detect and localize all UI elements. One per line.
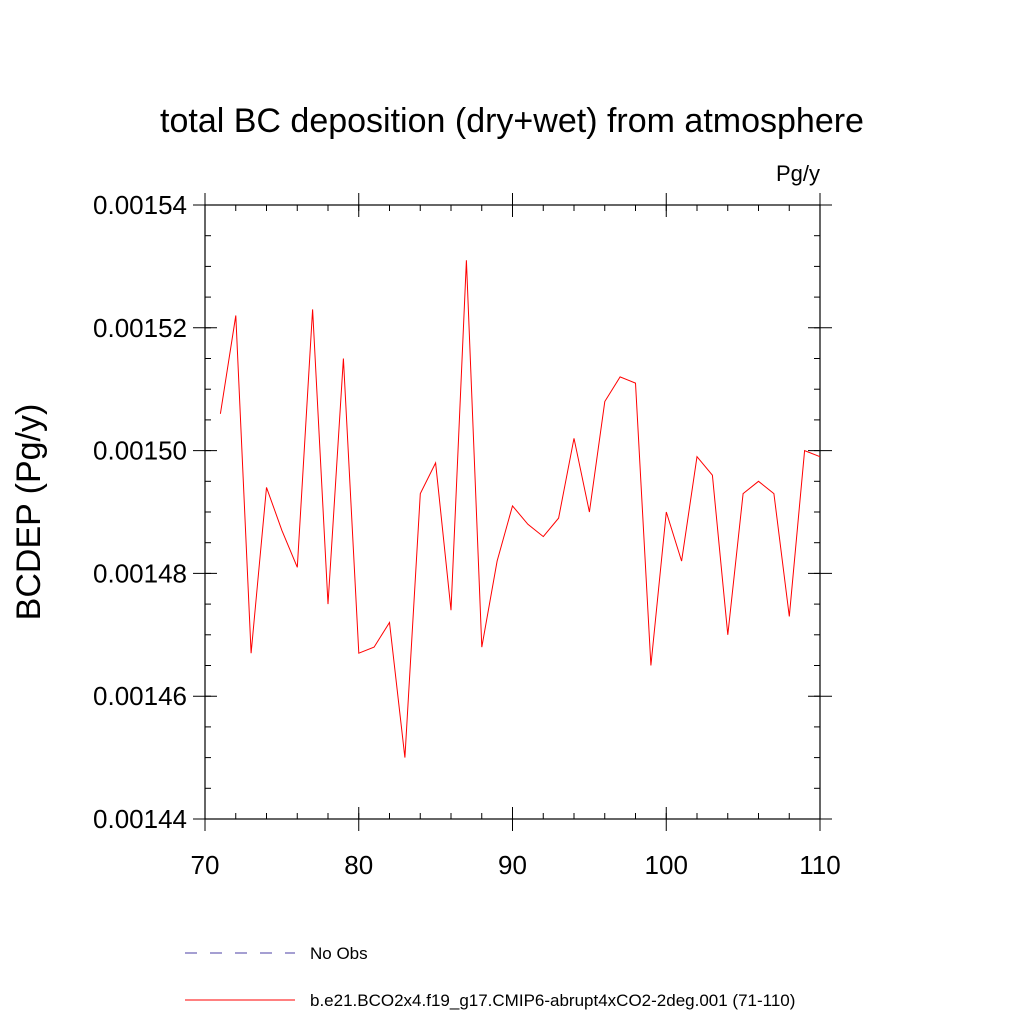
legend: No Obs b.e21.BCO2x4.f19_g17.CMIP6-abrupt… <box>185 944 795 1010</box>
legend-label-no-obs: No Obs <box>310 944 368 963</box>
y-tick-label: 0.00150 <box>93 436 187 466</box>
y-tick-label: 0.00144 <box>93 804 187 834</box>
y-tick-label: 0.00154 <box>93 190 187 220</box>
x-tick-label: 80 <box>344 850 373 880</box>
x-tick-label: 70 <box>191 850 220 880</box>
chart-title: total BC deposition (dry+wet) from atmos… <box>160 102 864 140</box>
y-axis-label: BCDEP (Pg/y) <box>10 404 48 621</box>
y-tick-label: 0.00152 <box>93 313 187 343</box>
series-layer <box>219 260 821 758</box>
x-tick-label: 110 <box>799 850 840 880</box>
y-tick-label: 0.00146 <box>93 681 187 711</box>
series-line <box>219 260 821 758</box>
x-tick-label: 90 <box>498 850 527 880</box>
y-tick-label: 0.00148 <box>93 558 187 588</box>
tick-labels: 0.00144 0.00146 0.00148 0.00150 0.00152 0.001… <box>93 190 841 880</box>
legend-label-model-run: b.e21.BCO2x4.f19_g17.CMIP6-abrupt4xCO2-2… <box>310 991 795 1010</box>
axis-ticks <box>193 193 832 831</box>
plot-frame <box>204 204 821 820</box>
units-label: Pg/y <box>776 161 820 186</box>
x-tick-label: 100 <box>645 850 688 880</box>
